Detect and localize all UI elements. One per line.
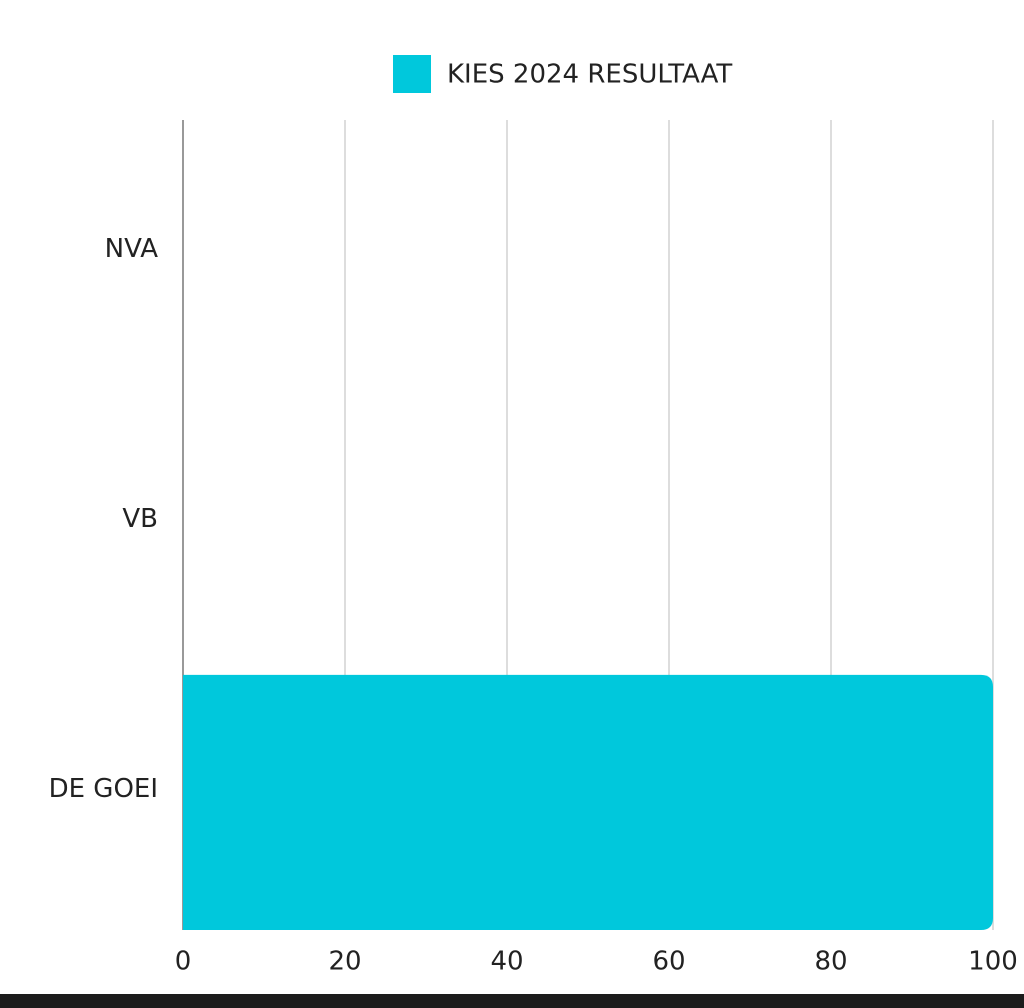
bottom-bar (0, 994, 1024, 1008)
x-tick-label: 60 (652, 947, 685, 977)
y-tick-label: VB (122, 504, 158, 534)
legend-swatch (393, 55, 431, 93)
x-tick-label: 20 (328, 947, 361, 977)
y-tick-label: NVA (105, 234, 159, 264)
x-tick-label: 100 (968, 947, 1018, 977)
x-tick-label: 40 (490, 947, 523, 977)
y-tick-label: DE GOEI (49, 774, 158, 804)
x-tick-label: 0 (175, 947, 192, 977)
bar (183, 674, 993, 930)
legend-label: KIES 2024 RESULTAAT (447, 60, 732, 90)
x-tick-label: 80 (814, 947, 847, 977)
